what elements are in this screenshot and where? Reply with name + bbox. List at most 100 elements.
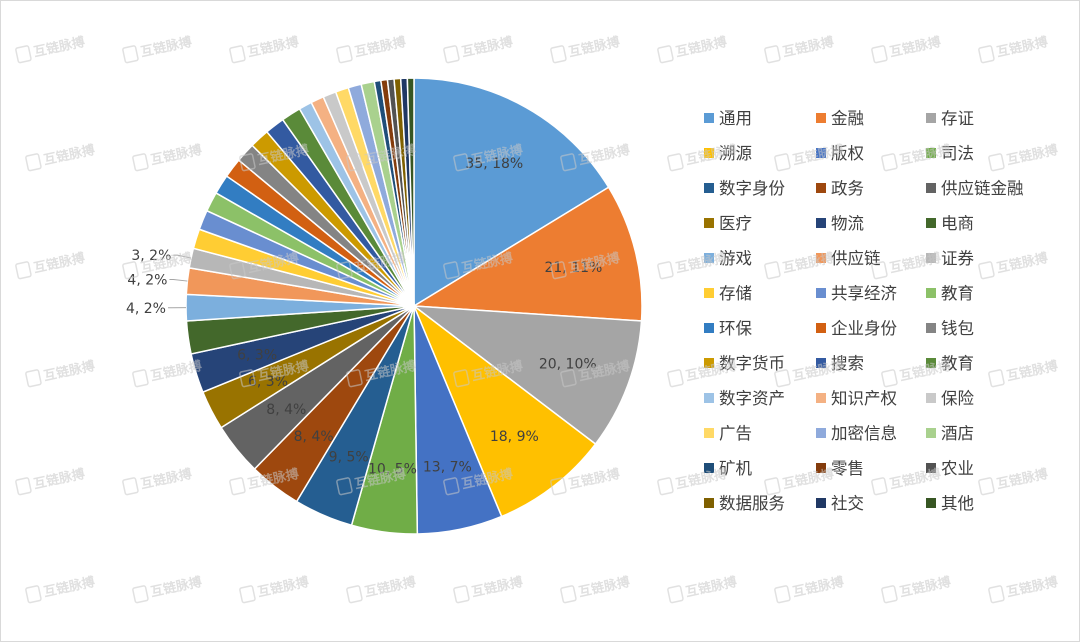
watermark: 互链脉搏 xyxy=(774,142,845,172)
legend-swatch xyxy=(816,393,826,403)
svg-text:互链脉搏: 互链脉搏 xyxy=(363,574,417,600)
watermark: 互链脉搏 xyxy=(657,466,728,496)
watermark: 互链脉搏 xyxy=(774,574,845,604)
legend-swatch xyxy=(816,463,826,473)
svg-text:互链脉搏: 互链脉搏 xyxy=(781,250,835,276)
svg-text:互链脉搏: 互链脉搏 xyxy=(898,142,952,168)
legend-item: 教育 xyxy=(926,354,974,373)
legend-label: 教育 xyxy=(941,284,974,303)
legend-label: 农业 xyxy=(941,459,974,478)
svg-text:互链脉搏: 互链脉搏 xyxy=(888,250,942,276)
watermark: 互链脉搏 xyxy=(657,34,728,64)
legend-label: 保险 xyxy=(941,389,975,408)
legend-swatch xyxy=(816,358,826,368)
legend-label: 知识产权 xyxy=(831,389,897,408)
legend-item: 医疗 xyxy=(704,214,752,233)
legend-item: 供应链 xyxy=(816,249,881,268)
legend-label: 教育 xyxy=(941,354,974,373)
leader-line xyxy=(173,254,192,259)
slice-data-label: 3, 2% xyxy=(131,248,171,264)
slice-data-label: 35, 18% xyxy=(465,156,523,172)
legend-swatch xyxy=(926,463,936,473)
watermark: 互链脉搏 xyxy=(657,250,728,280)
legend-swatch xyxy=(704,148,714,158)
svg-text:互链脉搏: 互链脉搏 xyxy=(995,466,1049,492)
svg-text:互链脉搏: 互链脉搏 xyxy=(791,574,845,600)
legend-swatch xyxy=(704,183,714,193)
legend-swatch xyxy=(704,463,714,473)
legend-label: 钱包 xyxy=(941,319,974,338)
watermark: 互链脉搏 xyxy=(122,466,193,496)
legend-item: 政务 xyxy=(816,179,864,198)
pie-slice-35 xyxy=(406,77,415,307)
watermark: 互链脉搏 xyxy=(132,358,203,388)
legend-swatch xyxy=(704,288,714,298)
legend-item: 存证 xyxy=(926,109,974,128)
legend-swatch xyxy=(704,323,714,333)
slice-data-label: 6, 3% xyxy=(237,347,277,363)
legend-item: 企业身份 xyxy=(816,319,898,338)
svg-text:互链脉搏: 互链脉搏 xyxy=(32,34,86,60)
legend-item: 广告 xyxy=(704,424,752,443)
watermark: 互链脉搏 xyxy=(988,142,1059,172)
slice-data-label: 6, 3% xyxy=(248,374,288,390)
legend-item: 数字货币 xyxy=(704,354,785,373)
legend-swatch xyxy=(926,148,936,158)
svg-text:互链脉搏: 互链脉搏 xyxy=(898,358,952,384)
legend-swatch xyxy=(816,148,826,158)
legend-item: 环保 xyxy=(704,319,753,338)
svg-text:互链脉搏: 互链脉搏 xyxy=(246,34,300,60)
legend-swatch xyxy=(704,113,714,123)
legend-swatch xyxy=(816,218,826,228)
legend-item: 数据服务 xyxy=(704,494,785,513)
watermark: 互链脉搏 xyxy=(229,34,300,64)
legend-label: 数据服务 xyxy=(719,494,785,513)
watermark: 互链脉搏 xyxy=(871,34,942,64)
legend-item: 司法 xyxy=(926,144,974,163)
svg-text:互链脉搏: 互链脉搏 xyxy=(674,466,728,492)
legend-item: 电商 xyxy=(926,214,974,233)
legend-swatch xyxy=(816,498,826,508)
legend-item: 供应链金融 xyxy=(926,179,1024,198)
watermark: 互链脉搏 xyxy=(978,34,1049,64)
watermark: 互链脉搏 xyxy=(667,574,738,604)
watermark: 互链脉搏 xyxy=(988,358,1059,388)
watermark: 互链脉搏 xyxy=(15,466,86,496)
legend-label: 社交 xyxy=(831,494,864,513)
legend-item: 溯源 xyxy=(704,144,752,163)
svg-text:互链脉搏: 互链脉搏 xyxy=(32,466,86,492)
legend-swatch xyxy=(926,288,936,298)
slice-data-label: 20, 10% xyxy=(539,357,597,373)
svg-text:互链脉搏: 互链脉搏 xyxy=(577,574,631,600)
legend-item: 物流 xyxy=(816,214,864,233)
svg-text:互链脉搏: 互链脉搏 xyxy=(139,34,193,60)
svg-text:互链脉搏: 互链脉搏 xyxy=(42,358,96,384)
legend-item: 版权 xyxy=(816,144,864,163)
legend-item: 金融 xyxy=(816,109,864,128)
legend-label: 酒店 xyxy=(941,424,974,443)
legend-swatch xyxy=(704,428,714,438)
svg-text:互链脉搏: 互链脉搏 xyxy=(781,34,835,60)
legend-swatch xyxy=(816,253,826,263)
pie-slices xyxy=(185,77,643,535)
watermark: 互链脉搏 xyxy=(764,466,835,496)
legend-label: 溯源 xyxy=(719,144,752,163)
watermark: 互链脉搏 xyxy=(988,574,1059,604)
svg-text:互链脉搏: 互链脉搏 xyxy=(139,466,193,492)
legend-label: 存证 xyxy=(941,109,974,128)
legend-swatch xyxy=(816,183,826,193)
leader-line xyxy=(169,279,188,282)
legend-swatch xyxy=(816,323,826,333)
watermark: 互链脉搏 xyxy=(239,574,310,604)
legend-label: 金融 xyxy=(831,109,864,128)
legend-label: 物流 xyxy=(831,214,864,233)
watermark: 互链脉搏 xyxy=(667,358,738,388)
svg-text:互链脉搏: 互链脉搏 xyxy=(567,466,621,492)
legend-label: 环保 xyxy=(719,319,753,338)
data-labels: 35, 18% 21, 11% 20, 10% 18, 9% 13, 7% 10, 5%9… xyxy=(126,156,602,478)
legend-item: 社交 xyxy=(816,494,864,513)
legend-label: 政务 xyxy=(831,179,864,198)
watermark: 互链脉搏 xyxy=(25,358,96,388)
legend-label: 游戏 xyxy=(719,249,752,268)
